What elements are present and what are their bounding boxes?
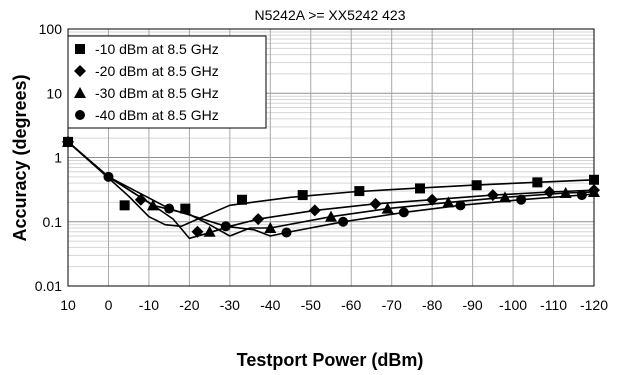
data-point-series-1 <box>180 203 191 214</box>
legend-marker-2 <box>74 65 86 77</box>
legend-label-4: -40 dBm at 8.5 GHz <box>95 107 219 123</box>
legend-marker-4 <box>75 110 85 120</box>
data-point-series-3 <box>325 210 337 222</box>
data-point-series-3 <box>264 221 277 233</box>
x-tick-label: -50 <box>301 297 321 313</box>
plot-frame <box>67 28 595 287</box>
legend-label-3: -30 dBm at 8.5 GHz <box>95 85 219 101</box>
x-tick-labels: 10 0 -10 -20 -30 -40 -50 -60 -70 -80 -90 -100 -110 -1… <box>60 297 608 313</box>
data-point-series-2 <box>543 186 556 199</box>
data-point-series-2 <box>191 225 204 238</box>
x-tick-label: -80 <box>422 297 442 313</box>
data-point-series-3 <box>442 196 455 208</box>
data-point-series-3 <box>203 225 216 237</box>
x-tick-label: 0 <box>105 297 113 313</box>
legend-marker-1 <box>75 44 85 54</box>
y-tick-label: 0.1 <box>43 214 63 230</box>
x-tick-label: -110 <box>540 297 567 313</box>
data-point-series-1 <box>297 190 308 201</box>
x-tick-label: -30 <box>220 297 240 313</box>
data-point-series-1 <box>236 194 247 205</box>
chart-title: N5242A >= XX5242 423 <box>254 7 405 23</box>
legend-label-1: -10 dBm at 8.5 GHz <box>95 41 219 57</box>
data-point-series-3 <box>381 202 394 214</box>
data-point-series-3 <box>498 191 511 203</box>
axes <box>67 28 595 287</box>
y-axis-label: Accuracy (degrees) <box>10 74 30 241</box>
x-tick-label: -60 <box>341 297 361 313</box>
data-point-series-2 <box>134 193 147 206</box>
legend: -10 dBm at 8.5 GHz -20 dBm at 8.5 GHz -30 … <box>67 35 267 129</box>
y-tick-label: 0.01 <box>35 278 62 294</box>
x-tick-label: 10 <box>60 297 76 313</box>
data-point-series-2 <box>252 213 265 226</box>
data-point-series-2 <box>308 204 321 217</box>
data-point-series-4 <box>220 221 231 232</box>
data-point-series-4 <box>338 216 349 227</box>
y-tick-label: 100 <box>39 21 63 37</box>
data-point-series-4 <box>103 171 114 182</box>
data-point-series-2 <box>369 197 382 210</box>
y-tick-label: 1 <box>54 150 62 166</box>
data-point-series-1 <box>532 177 543 188</box>
data-point-series-1 <box>415 183 426 194</box>
y-tick-label: 10 <box>46 85 62 101</box>
data-point-series-3 <box>559 187 572 199</box>
x-tick-label: -100 <box>499 297 527 313</box>
data-point-series-4 <box>455 200 466 211</box>
series-markers <box>62 135 600 238</box>
x-tick-label: -20 <box>179 297 199 313</box>
x-tick-label: -70 <box>382 297 402 313</box>
data-point-series-3 <box>588 186 600 198</box>
data-point-series-4 <box>281 227 292 238</box>
x-tick-label: -90 <box>462 297 482 313</box>
series-line-1 <box>67 141 595 228</box>
series-curves <box>67 141 595 240</box>
data-point-series-4 <box>576 190 587 201</box>
x-tick-label: -40 <box>260 297 280 313</box>
data-point-series-1 <box>471 180 482 191</box>
legend-box <box>67 35 267 129</box>
data-point-series-4 <box>164 203 175 214</box>
data-point-series-4 <box>63 136 73 147</box>
x-tick-label: -120 <box>580 297 608 313</box>
x-axis-label: Testport Power (dBm) <box>237 350 424 370</box>
data-point-series-4 <box>516 194 527 205</box>
data-point-series-1 <box>354 186 365 197</box>
legend-label-2: -20 dBm at 8.5 GHz <box>95 63 219 79</box>
x-tick-label: -10 <box>139 297 159 313</box>
data-point-series-2 <box>486 189 499 202</box>
y-tick-labels: 0.01 0.1 1 10 100 <box>35 21 62 294</box>
data-point-series-2 <box>426 193 439 206</box>
data-point-series-1 <box>119 200 130 211</box>
data-point-series-4 <box>398 207 409 218</box>
data-point-series-1 <box>589 174 599 185</box>
data-point-series-3 <box>146 199 159 211</box>
legend-marker-3 <box>74 87 86 98</box>
